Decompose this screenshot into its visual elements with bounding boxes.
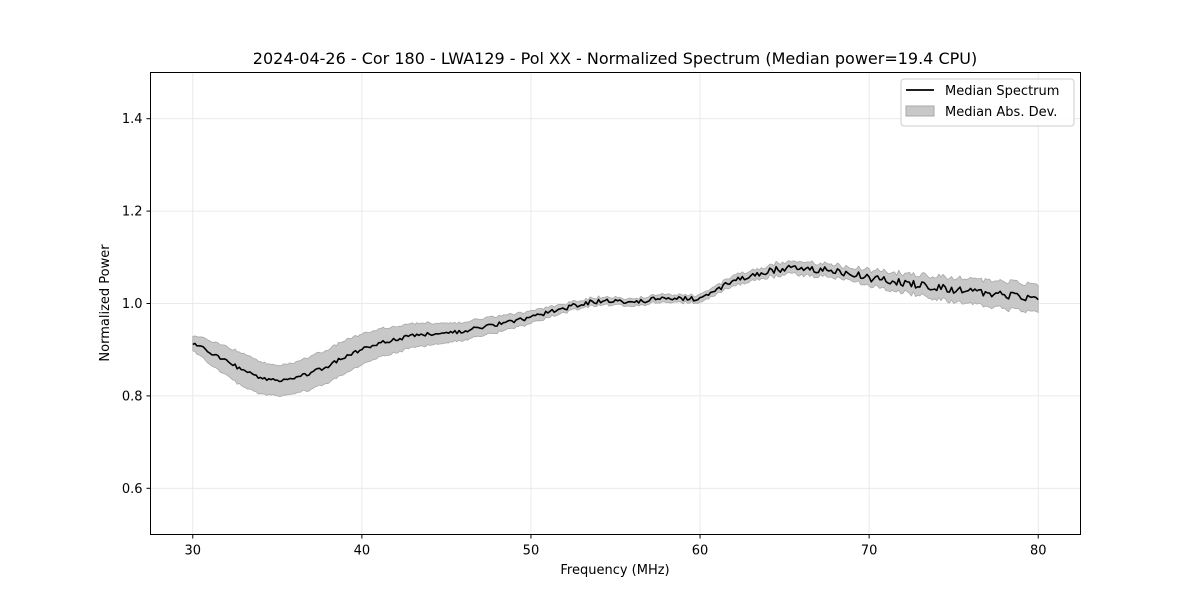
y-axis-label: Normalized Power xyxy=(98,244,113,362)
chart-title: 2024-04-26 - Cor 180 - LWA129 - Pol XX -… xyxy=(253,49,977,68)
x-tick-label-1: 40 xyxy=(354,544,371,559)
x-tick-label-2: 50 xyxy=(523,544,540,559)
y-tick-label-2: 1.0 xyxy=(122,297,143,312)
legend-mad-label: Median Abs. Dev. xyxy=(945,105,1057,120)
legend-median-label: Median Spectrum xyxy=(945,84,1059,99)
x-axis-label: Frequency (MHz) xyxy=(560,563,669,578)
y-tick-label-1: 0.8 xyxy=(122,389,143,404)
y-tick-label-4: 1.4 xyxy=(122,112,143,127)
y-axis-ticks: 0.6 0.8 1.0 1.2 1.4 xyxy=(122,112,151,497)
x-axis-ticks: 30 40 50 60 70 80 xyxy=(184,534,1047,559)
median-spectrum-line xyxy=(192,264,1039,383)
mad-band xyxy=(192,260,1039,397)
x-tick-label-3: 60 xyxy=(692,544,709,559)
y-tick-label-3: 1.2 xyxy=(122,205,143,220)
x-tick-label-5: 80 xyxy=(1030,544,1047,559)
mad-band-layer xyxy=(192,260,1039,397)
legend-mad-swatch xyxy=(905,105,935,117)
x-tick-label-0: 30 xyxy=(184,544,201,559)
legend: Median Spectrum Median Abs. Dev. xyxy=(900,78,1075,127)
x-tick-label-4: 70 xyxy=(861,544,878,559)
legend-box xyxy=(900,78,1075,127)
y-tick-label-0: 0.6 xyxy=(122,482,143,497)
median-line-layer xyxy=(192,264,1039,383)
